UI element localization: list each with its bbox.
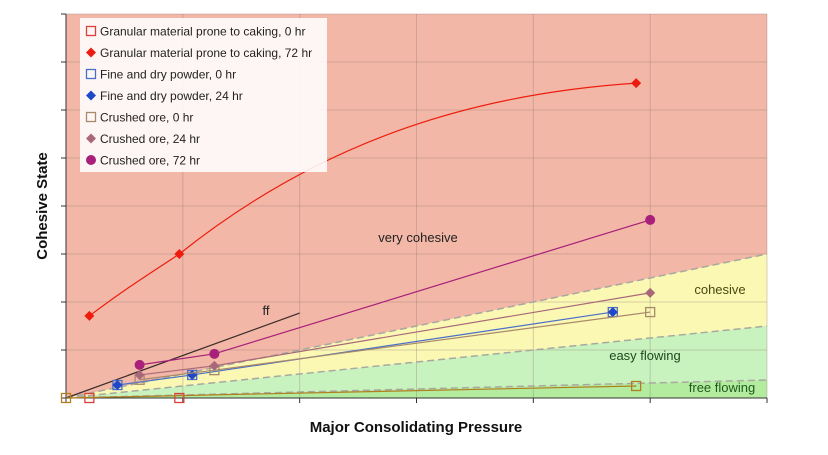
data-point-series-7 bbox=[60, 392, 72, 404]
data-point-series-6 bbox=[209, 348, 220, 359]
legend-marker bbox=[85, 111, 97, 123]
zone-label: easy flowing bbox=[609, 348, 681, 363]
legend-entry: Crushed ore, 24 hr bbox=[100, 132, 200, 146]
ff-label: ff bbox=[263, 303, 270, 318]
ff-line bbox=[65, 312, 300, 399]
zone-label: free flowing bbox=[689, 380, 755, 395]
legend-marker bbox=[86, 47, 96, 58]
zone-label: cohesive bbox=[694, 282, 745, 297]
data-point-series-3 bbox=[112, 380, 123, 391]
data-point-series-1 bbox=[631, 78, 642, 89]
legend-entry: Granular material prone to caking, 72 hr bbox=[100, 46, 312, 60]
legend-box bbox=[80, 18, 327, 172]
zone-label: very cohesive bbox=[378, 230, 457, 245]
data-point-series-7 bbox=[630, 380, 642, 392]
legend-marker bbox=[86, 133, 96, 144]
legend-marker bbox=[85, 68, 97, 80]
plot-area: very cohesive cohesive easy flowing free fl… bbox=[60, 13, 768, 404]
legend-entry: Fine and dry powder, 0 hr bbox=[100, 68, 236, 82]
zone-boundary bbox=[65, 253, 768, 399]
legend-entry: Crushed ore, 0 hr bbox=[100, 111, 193, 125]
series-line-7 bbox=[65, 385, 637, 399]
data-point-series-5 bbox=[645, 287, 656, 298]
data-point-series-1 bbox=[84, 310, 95, 321]
data-point-series-6 bbox=[134, 359, 145, 370]
legend-entry: Crushed ore, 72 hr bbox=[100, 154, 200, 168]
y-axis-label: Cohesive State bbox=[34, 152, 51, 260]
x-axis-label: Major Consolidating Pressure bbox=[310, 419, 523, 436]
data-point-series-0 bbox=[174, 392, 185, 404]
zone-free-flowing bbox=[66, 380, 767, 398]
legend-entry: Granular material prone to caking, 0 hr bbox=[100, 25, 305, 39]
series-line-1 bbox=[89, 82, 637, 317]
data-point-series-6 bbox=[645, 214, 656, 225]
data-point-series-3 bbox=[607, 307, 618, 318]
legend-marker bbox=[86, 155, 96, 165]
legend: Granular material prone to caking, 0 hr G… bbox=[80, 18, 327, 172]
legend-entry: Fine and dry powder, 24 hr bbox=[100, 89, 243, 103]
legend-marker bbox=[86, 90, 96, 101]
data-point-series-5 bbox=[209, 360, 220, 371]
legend-marker bbox=[85, 25, 97, 37]
data-point-series-5 bbox=[134, 369, 145, 380]
data-point-series-4 bbox=[645, 306, 656, 318]
data-point-series-1 bbox=[174, 249, 185, 259]
zone-boundary bbox=[65, 325, 768, 399]
